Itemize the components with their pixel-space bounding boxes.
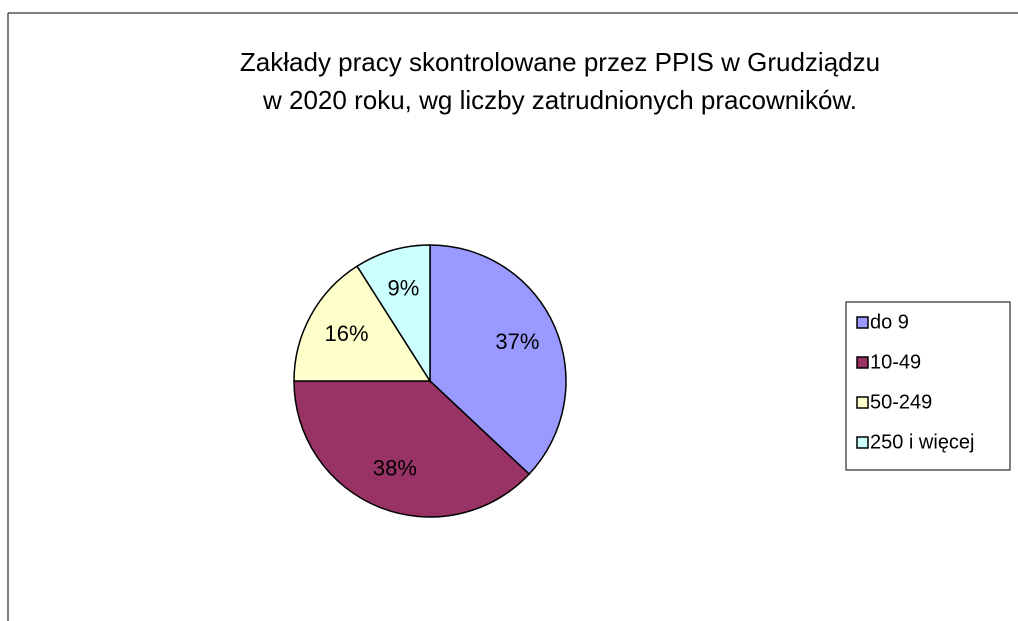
data-label: 16%: [325, 321, 369, 346]
legend-swatch: [856, 436, 869, 449]
legend: [845, 301, 1011, 471]
pie-slice: [293, 265, 432, 382]
chart-title: Zakłady pracy skontrolowane przez PPIS w…: [240, 47, 880, 77]
data-label: 9%: [388, 275, 420, 300]
chart-title: w 2020 roku, wg liczby zatrudnionych pra…: [262, 85, 857, 115]
legend-label: do 9: [870, 311, 909, 333]
legend-swatch: [856, 396, 869, 409]
data-label: 38%: [373, 455, 417, 480]
legend-label: 10-49: [870, 351, 921, 373]
legend-swatch: [856, 356, 869, 369]
legend-swatch: [856, 316, 869, 329]
pie-slice: [293, 380, 531, 518]
legend-label: 50-249: [870, 391, 932, 413]
pie-slice: [356, 244, 431, 384]
legend-label: 250 i więcej: [870, 431, 975, 453]
pie-slice: [429, 244, 567, 476]
data-label: 37%: [495, 329, 539, 354]
